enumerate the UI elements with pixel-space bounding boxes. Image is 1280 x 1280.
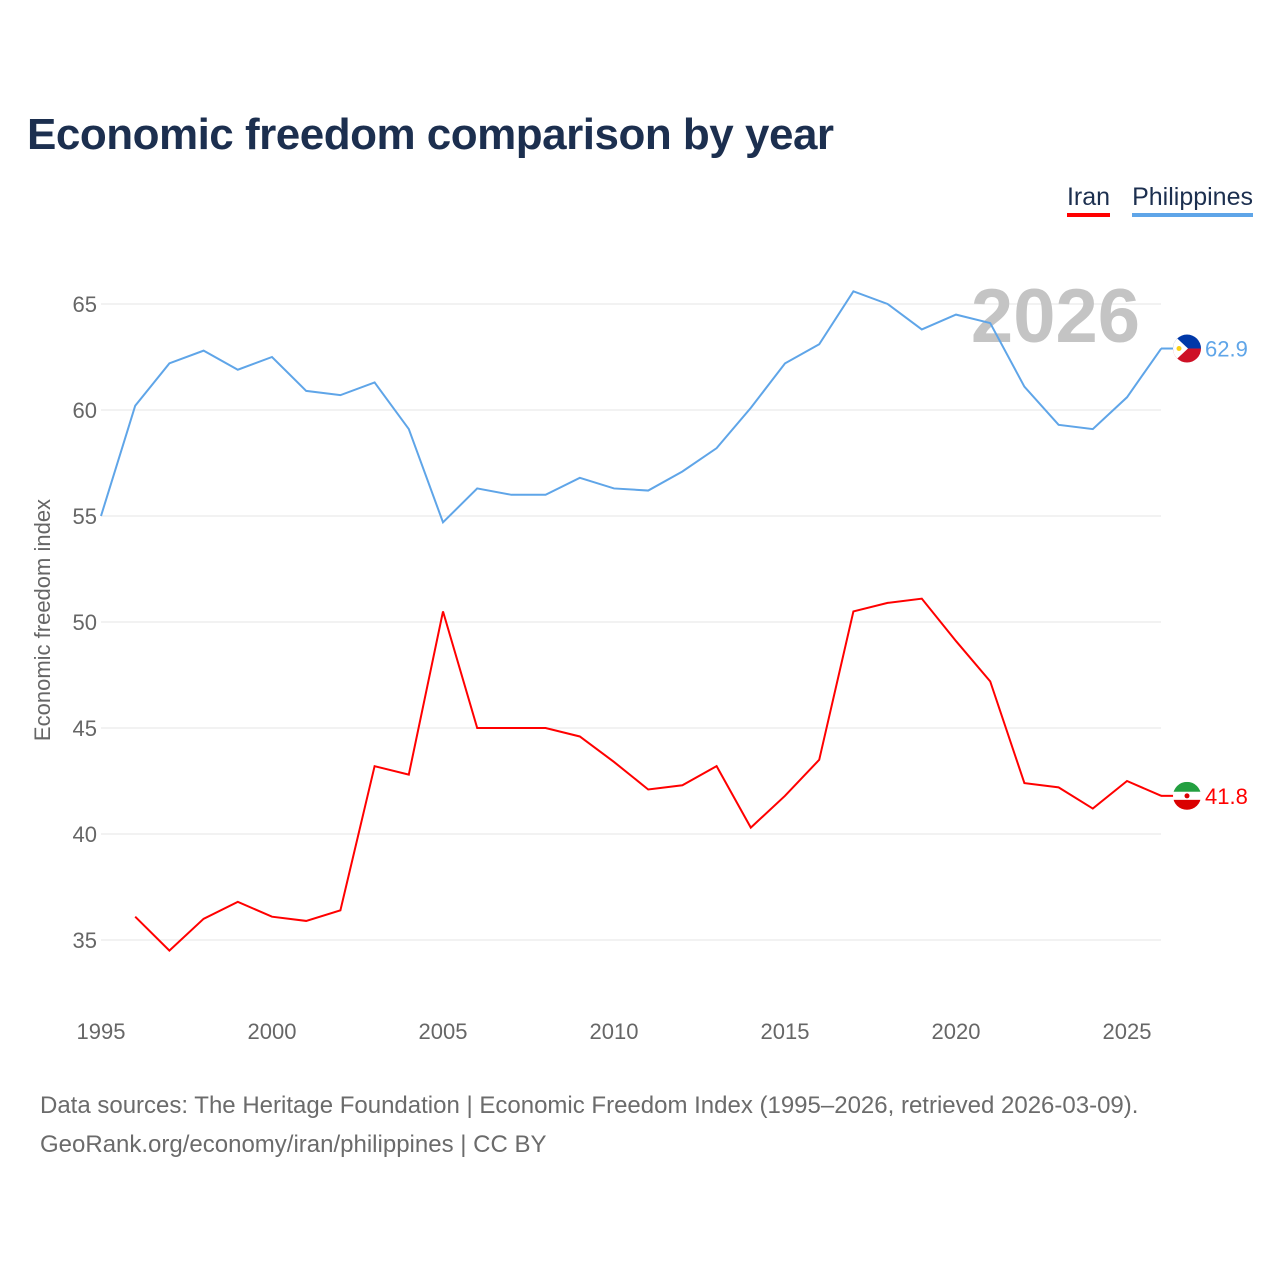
data-point[interactable]	[987, 678, 993, 684]
footer-sources: Data sources: The Heritage Foundation | …	[40, 1092, 1139, 1119]
data-point[interactable]	[201, 916, 207, 922]
y-tick-label: 35	[73, 928, 97, 953]
legend-iran[interactable]: Iran	[1066, 183, 1111, 217]
data-point[interactable]	[885, 301, 891, 307]
data-point[interactable]	[577, 733, 583, 739]
series-line-philippines	[100, 290, 1163, 525]
x-tick-label: 2005	[419, 1019, 468, 1044]
data-point[interactable]	[816, 341, 822, 347]
data-point[interactable]	[166, 948, 172, 954]
data-point[interactable]	[679, 468, 685, 474]
y-tick-label: 65	[73, 292, 97, 317]
data-point[interactable]	[611, 485, 617, 491]
data-point[interactable]	[1021, 780, 1027, 786]
data-point[interactable]	[406, 426, 412, 432]
data-point[interactable]	[1056, 422, 1062, 428]
legend-philippines[interactable]: Philippines	[1132, 183, 1253, 217]
data-point[interactable]	[679, 782, 685, 788]
y-tick-label: 60	[73, 398, 97, 423]
data-point[interactable]	[406, 772, 412, 778]
data-point[interactable]	[372, 379, 378, 385]
data-point[interactable]	[372, 763, 378, 769]
data-point[interactable]	[508, 725, 514, 731]
data-point[interactable]	[645, 786, 651, 792]
data-point[interactable]	[953, 312, 959, 318]
data-point[interactable]	[201, 348, 207, 354]
y-tick-label: 50	[73, 610, 97, 635]
data-point[interactable]	[474, 485, 480, 491]
data-point[interactable]	[714, 763, 720, 769]
legend: Iran Philippines	[1066, 183, 1253, 217]
footer: Data sources: The Heritage Foundation | …	[40, 1086, 1138, 1164]
data-point[interactable]	[1056, 784, 1062, 790]
data-point[interactable]	[850, 608, 856, 614]
data-point[interactable]	[269, 914, 275, 920]
chart-title: Economic freedom comparison by year	[27, 110, 834, 159]
end-value-label: 41.8	[1205, 784, 1248, 809]
data-point[interactable]	[337, 907, 343, 913]
data-point[interactable]	[577, 475, 583, 481]
data-point[interactable]	[748, 405, 754, 411]
y-axis-label: Economic freedom index	[30, 499, 55, 741]
data-point[interactable]	[782, 793, 788, 799]
data-point[interactable]	[474, 725, 480, 731]
data-point[interactable]	[748, 825, 754, 831]
y-tick-label: 45	[73, 716, 97, 741]
data-point[interactable]	[1090, 426, 1096, 432]
x-tick-label: 2020	[932, 1019, 981, 1044]
iran-flag-icon	[1173, 781, 1201, 810]
data-point[interactable]	[1021, 384, 1027, 390]
data-point[interactable]	[645, 488, 651, 494]
data-point[interactable]	[440, 608, 446, 614]
y-tick-label: 55	[73, 504, 97, 529]
data-point[interactable]	[1124, 394, 1130, 400]
x-tick-label: 2025	[1103, 1019, 1152, 1044]
data-point[interactable]	[235, 367, 241, 373]
data-point[interactable]	[98, 513, 104, 519]
data-point[interactable]	[440, 519, 446, 525]
x-tick-label: 2015	[761, 1019, 810, 1044]
data-point[interactable]	[543, 492, 549, 498]
data-point[interactable]	[543, 725, 549, 731]
data-point[interactable]	[1124, 778, 1130, 784]
data-point[interactable]	[132, 914, 138, 920]
data-point[interactable]	[1090, 806, 1096, 812]
data-point[interactable]	[235, 899, 241, 905]
data-point[interactable]	[816, 757, 822, 763]
philippines-flag-icon	[1173, 334, 1201, 363]
x-tick-label: 2000	[248, 1019, 297, 1044]
data-point[interactable]	[987, 320, 993, 326]
data-point[interactable]	[269, 354, 275, 360]
series-line-iran	[134, 597, 1162, 952]
end-value-label: 62.9	[1205, 337, 1248, 362]
data-point[interactable]	[303, 388, 309, 394]
data-point[interactable]	[337, 392, 343, 398]
data-point[interactable]	[611, 759, 617, 765]
x-tick-label: 1995	[77, 1019, 126, 1044]
data-point[interactable]	[953, 638, 959, 644]
x-tick-label: 2010	[590, 1019, 639, 1044]
data-point[interactable]	[166, 360, 172, 366]
data-point[interactable]	[303, 918, 309, 924]
data-point[interactable]	[714, 445, 720, 451]
data-point[interactable]	[508, 492, 514, 498]
data-point[interactable]	[132, 403, 138, 409]
data-point[interactable]	[919, 596, 925, 602]
y-tick-label: 40	[73, 822, 97, 847]
data-point[interactable]	[850, 288, 856, 294]
data-point[interactable]	[885, 600, 891, 606]
footer-link[interactable]: GeoRank.org/economy/iran/philippines | C…	[40, 1131, 547, 1158]
year-overlay: 2026	[971, 274, 1140, 359]
data-point[interactable]	[782, 360, 788, 366]
data-point[interactable]	[919, 326, 925, 332]
